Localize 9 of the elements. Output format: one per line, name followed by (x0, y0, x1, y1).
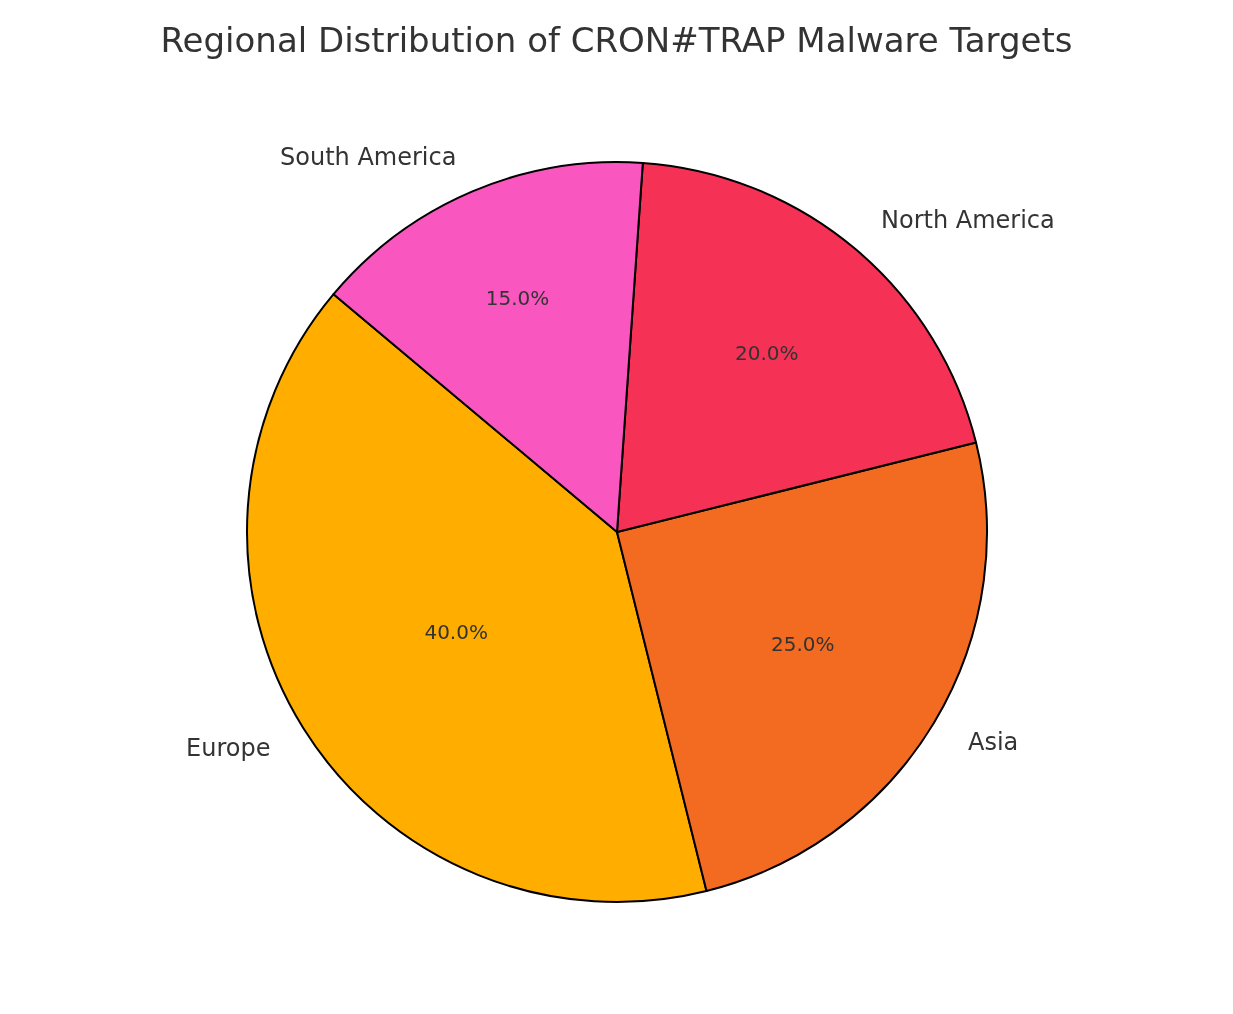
data-label: 40.0% (424, 620, 488, 645)
slice-label: Asia (968, 728, 1019, 756)
slice-label: South America (280, 143, 457, 171)
data-label: 20.0% (735, 341, 799, 366)
data-label: 15.0% (485, 285, 550, 310)
slice-label: North America (881, 206, 1055, 234)
chart-title: Regional Distribution of CRON#TRAP Malware Targets (160, 19, 1073, 60)
data-label: 25.0% (771, 631, 835, 656)
slice-label: Europe (186, 734, 271, 762)
